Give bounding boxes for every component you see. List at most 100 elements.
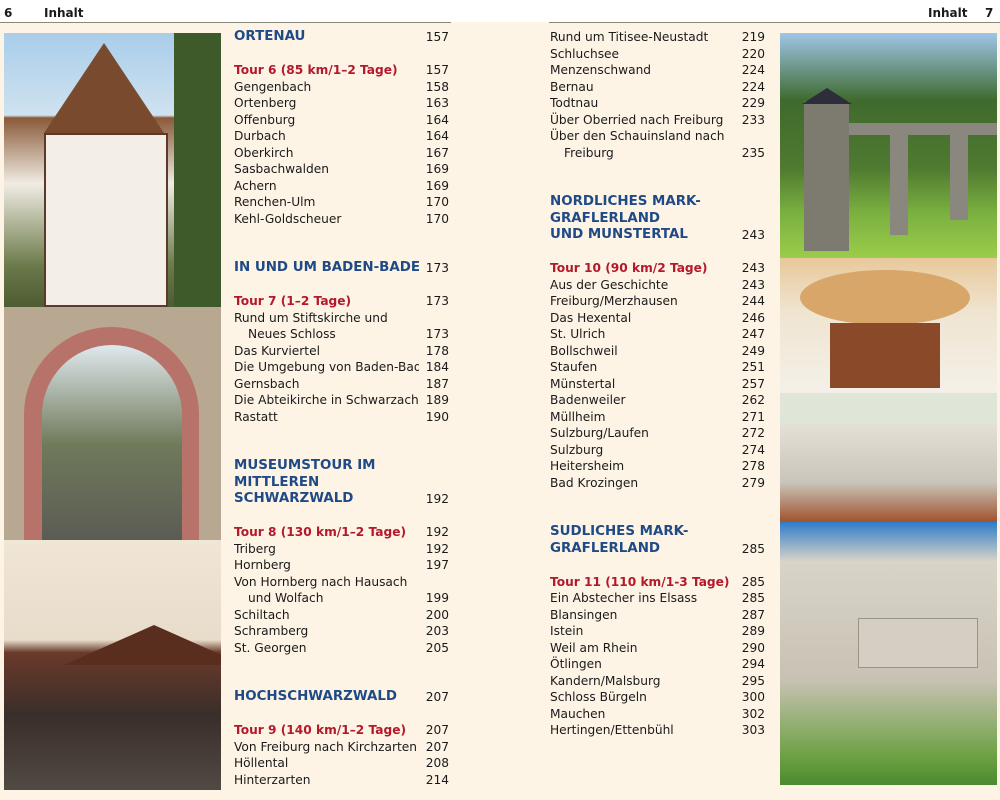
toc-tour[interactable]: Tour 7 (1–2 Tage) 173	[234, 293, 449, 310]
toc-item[interactable]: Istein 289	[550, 623, 765, 640]
spacer	[550, 178, 765, 195]
toc-item[interactable]: Gernsbach 187	[234, 376, 449, 393]
toc-item[interactable]: Kandern/Malsburg 295	[550, 673, 765, 690]
toc-item[interactable]: Mauchen 302	[550, 706, 765, 723]
toc-item[interactable]: Sasbachwalden 169	[234, 161, 449, 178]
toc-item[interactable]: Staufen 251	[550, 359, 765, 376]
toc-entry-title: Offenburg	[234, 112, 296, 127]
toc-item[interactable]: Hornberg 197	[234, 557, 449, 574]
toc-page-number: 164	[425, 129, 449, 143]
toc-item[interactable]: Todtnau 229	[550, 95, 765, 112]
toc-item[interactable]: Von Hornberg nach Hausach	[234, 574, 449, 591]
spacer	[234, 673, 449, 690]
toc-item[interactable]: Aus der Geschichte 243	[550, 277, 765, 294]
toc-heading[interactable]: HOCHSCHWARZWALD 207	[234, 689, 449, 706]
toc-indent[interactable]: Freiburg 235	[550, 145, 765, 162]
toc-item[interactable]: Müllheim 271	[550, 409, 765, 426]
toc-heading[interactable]: NÖRDLICHES MARK-	[550, 194, 765, 211]
toc-item[interactable]: Bad Krozingen 279	[550, 475, 765, 492]
toc-item[interactable]: Hinterzarten 214	[234, 772, 449, 789]
toc-heading[interactable]: UND MÜNSTERTAL 243	[550, 227, 765, 244]
toc-item[interactable]: Oberkirch 167	[234, 145, 449, 162]
toc-tour[interactable]: Tour 10 (90 km/2 Tage) 243	[550, 260, 765, 277]
toc-item[interactable]: Gengenbach 158	[234, 79, 449, 96]
toc-heading[interactable]: MUSEUMSTOUR IM	[234, 458, 449, 475]
toc-tour[interactable]: Tour 8 (130 km/1–2 Tage) 192	[234, 524, 449, 541]
toc-entry-title: Tour 11 (110 km/1-3 Tage)	[550, 574, 730, 589]
toc-entry-title: Neues Schloss	[248, 327, 336, 341]
toc-item[interactable]: Heitersheim 278	[550, 458, 765, 475]
toc-item[interactable]: Über den Schauinsland nach	[550, 128, 765, 145]
toc-item[interactable]: Offenburg 164	[234, 112, 449, 129]
toc-item[interactable]: Höllental 208	[234, 755, 449, 772]
toc-item[interactable]: Schloss Bürgeln 300	[550, 689, 765, 706]
toc-tour[interactable]: Tour 6 (85 km/1–2 Tage) 157	[234, 62, 449, 79]
toc-page-number: 164	[425, 112, 449, 127]
toc-heading[interactable]: GRÄFLERLAND 285	[550, 541, 765, 558]
toc-item[interactable]: Kehl-Goldscheuer 170	[234, 211, 449, 228]
toc-item[interactable]: Freiburg/Merzhausen 244	[550, 293, 765, 310]
spacer	[550, 244, 765, 261]
toc-item[interactable]: Rund um Titisee-Neustadt 219	[550, 29, 765, 46]
toc-item[interactable]: St. Georgen 205	[234, 640, 449, 657]
toc-item[interactable]: Sulzburg 274	[550, 442, 765, 459]
toc-item[interactable]: Achern 169	[234, 178, 449, 195]
toc-item[interactable]: Schluchsee 220	[550, 46, 765, 63]
toc-heading[interactable]: SÜDLICHES MARK-	[550, 524, 765, 541]
toc-item[interactable]: Rund um Stiftskirche und	[234, 310, 449, 327]
toc-item[interactable]: Die Umgebung von Baden-Baden 184	[234, 359, 449, 376]
toc-entry-title: Tour 8 (130 km/1–2 Tage)	[234, 525, 407, 539]
toc-page-number: 190	[425, 409, 449, 424]
toc-entry-title: Hertingen/Ettenbühl	[550, 723, 674, 737]
toc-entry-title: Tour 7 (1–2 Tage)	[234, 294, 352, 308]
toc-item[interactable]: Durbach 164	[234, 128, 449, 145]
toc-entry-title: Rastatt	[234, 409, 278, 424]
toc-item[interactable]: Das Kurviertel 178	[234, 343, 449, 360]
toc-item[interactable]: Die Abteikirche in Schwarzach 189	[234, 392, 449, 409]
toc-item[interactable]: Renchen-Ulm 170	[234, 194, 449, 211]
toc-heading[interactable]: IN UND UM BADEN-BADEN 173	[234, 260, 449, 277]
toc-indent[interactable]: und Wolfach 199	[234, 590, 449, 607]
toc-item[interactable]: Rastatt 190	[234, 409, 449, 426]
toc-item[interactable]: Badenweiler 262	[550, 392, 765, 409]
toc-item[interactable]: Triberg 192	[234, 541, 449, 558]
toc-tour[interactable]: Tour 11 (110 km/1-3 Tage) 285	[550, 574, 765, 591]
toc-page-number: 303	[741, 723, 765, 737]
toc-entry-title: Blansingen	[550, 607, 618, 622]
toc-tour[interactable]: Tour 9 (140 km/1–2 Tage) 207	[234, 722, 449, 739]
toc-item[interactable]: Bollschweil 249	[550, 343, 765, 360]
toc-page-number: 157	[425, 63, 449, 77]
toc-page-number: 170	[425, 195, 449, 209]
toc-item[interactable]: Ötlingen 294	[550, 656, 765, 673]
toc-item[interactable]: Schiltach 200	[234, 607, 449, 624]
toc-indent[interactable]: Neues Schloss 173	[234, 326, 449, 343]
toc-item[interactable]: Blansingen 287	[550, 607, 765, 624]
toc-item[interactable]: Hertingen/Ettenbühl 303	[550, 722, 765, 739]
spacer	[234, 656, 449, 673]
toc-heading[interactable]: GRÄFLERLAND	[550, 211, 765, 228]
toc-page-number: 278	[741, 459, 765, 473]
toc-page-number: 247	[741, 327, 765, 341]
toc-item[interactable]: Sulzburg/Laufen 272	[550, 425, 765, 442]
toc-heading[interactable]: SCHWARZWALD 192	[234, 491, 449, 508]
toc-item[interactable]: Über Oberried nach Freiburg 233	[550, 112, 765, 129]
toc-item[interactable]: Ein Abstecher ins Elsass 285	[550, 590, 765, 607]
toc-item[interactable]: Schramberg 203	[234, 623, 449, 640]
toc-entry-title: MITTLEREN	[234, 474, 320, 490]
toc-entry-title: Höllental	[234, 756, 289, 770]
toc-entry-title: Das Hexental	[550, 310, 632, 325]
toc-item[interactable]: Ortenberg 163	[234, 95, 449, 112]
toc-item[interactable]: Münstertal 257	[550, 376, 765, 393]
toc-item[interactable]: Menzenschwand 224	[550, 62, 765, 79]
toc-heading[interactable]: ORTENAU 157	[234, 29, 449, 46]
left-header-rule	[0, 22, 451, 23]
photo-stone-archway	[4, 307, 221, 540]
toc-item[interactable]: St. Ulrich 247	[550, 326, 765, 343]
toc-item[interactable]: Von Freiburg nach Kirchzarten 207	[234, 739, 449, 756]
toc-item[interactable]: Bernau 224	[550, 79, 765, 96]
toc-entry-title: Rund um Titisee-Neustadt	[550, 30, 709, 44]
spacer	[234, 244, 449, 261]
toc-item[interactable]: Das Hexental 246	[550, 310, 765, 327]
toc-item[interactable]: Weil am Rhein 290	[550, 640, 765, 657]
toc-heading[interactable]: MITTLEREN	[234, 475, 449, 492]
